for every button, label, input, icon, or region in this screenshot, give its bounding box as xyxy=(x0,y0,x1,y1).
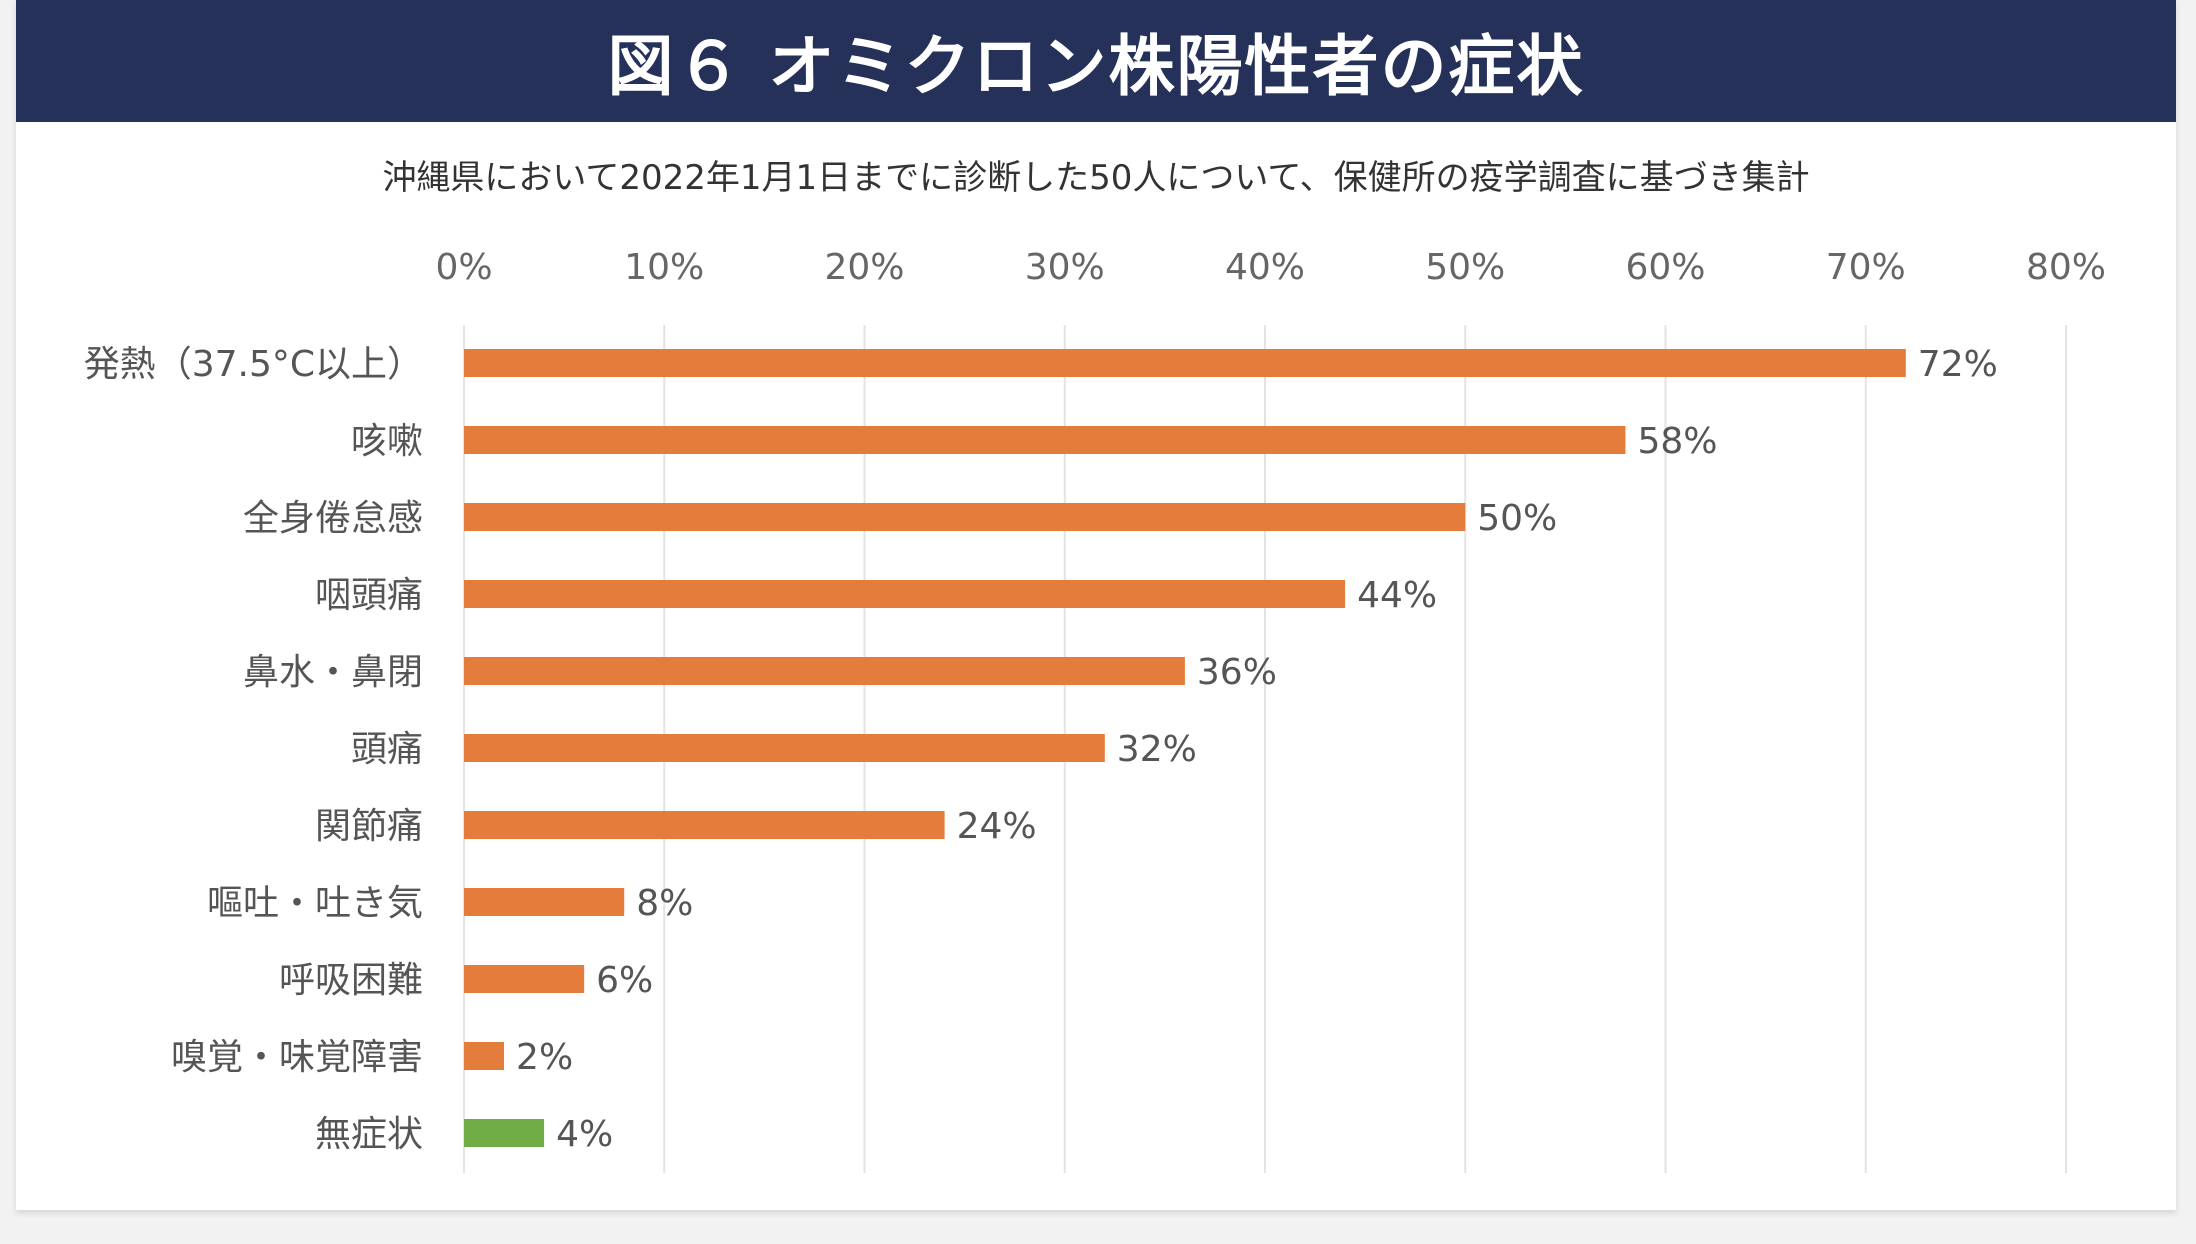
category-label: 発熱（37.5°C以上） xyxy=(84,344,423,385)
category-label: 全身倦怠感 xyxy=(243,498,423,539)
bar xyxy=(464,1042,505,1070)
chart-subtitle: 沖縄県において2022年1月1日までに診断した50人について、保健所の疫学調査に… xyxy=(382,158,1810,198)
data-label: 8% xyxy=(636,883,693,924)
category-label: 嗅覚・味覚障害 xyxy=(171,1037,423,1078)
category-label: 頭痛 xyxy=(351,729,423,770)
x-tick-label: 40% xyxy=(1225,247,1305,288)
x-tick-label: 50% xyxy=(1425,247,1505,288)
data-label: 2% xyxy=(516,1037,573,1078)
bar xyxy=(464,1119,545,1147)
data-label: 4% xyxy=(556,1114,613,1155)
bar xyxy=(464,811,945,839)
data-label: 32% xyxy=(1117,729,1197,770)
category-label: 嘔吐・吐き気 xyxy=(207,883,423,924)
x-tick-label: 70% xyxy=(1826,247,1906,288)
bar xyxy=(464,426,1626,454)
bar xyxy=(464,349,1906,377)
category-label: 呼吸困難 xyxy=(279,960,423,1001)
category-label: 関節痛 xyxy=(315,806,423,847)
x-tick-label: 10% xyxy=(624,247,704,288)
data-label: 36% xyxy=(1197,652,1277,693)
bar xyxy=(464,965,585,993)
x-tick-label: 0% xyxy=(435,247,492,288)
category-label: 無症状 xyxy=(315,1114,423,1155)
bar xyxy=(464,580,1346,608)
data-label: 50% xyxy=(1477,498,1557,539)
data-label: 58% xyxy=(1637,421,1717,462)
x-tick-label: 80% xyxy=(2026,247,2106,288)
data-label: 72% xyxy=(1918,344,1998,385)
bar xyxy=(464,657,1185,685)
category-label: 鼻水・鼻閉 xyxy=(243,652,423,693)
category-label: 咳嗽 xyxy=(351,421,423,462)
x-tick-label: 30% xyxy=(1025,247,1105,288)
title-bar: 図６ オミクロン株陽性者の症状 xyxy=(16,0,2176,122)
bar xyxy=(464,503,1466,531)
data-label: 24% xyxy=(957,806,1037,847)
bar xyxy=(464,888,625,916)
bar xyxy=(464,734,1105,762)
chart-title: 図６ オミクロン株陽性者の症状 xyxy=(607,28,1585,105)
data-label: 44% xyxy=(1357,575,1437,616)
x-tick-label: 60% xyxy=(1625,247,1705,288)
category-label: 咽頭痛 xyxy=(315,575,423,616)
data-label: 6% xyxy=(596,960,653,1001)
chart-card: 図６ オミクロン株陽性者の症状 沖縄県において2022年1月1日までに診断した5… xyxy=(16,0,2176,1210)
x-tick-label: 20% xyxy=(824,247,904,288)
